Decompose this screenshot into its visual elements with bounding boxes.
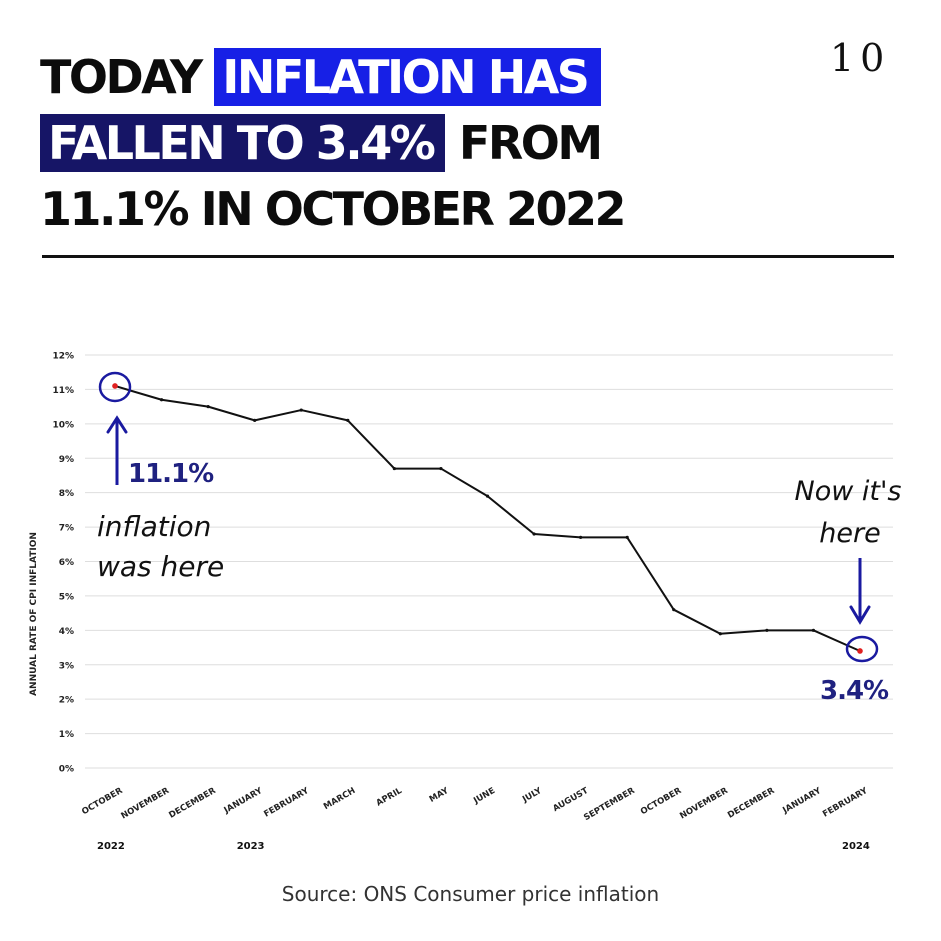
- data-point: [206, 405, 210, 409]
- y-tick-label: 1%: [59, 730, 74, 740]
- logo: 10: [830, 36, 891, 80]
- highlight-circle: [845, 635, 879, 663]
- x-tick-label: JANUARY: [780, 786, 823, 817]
- data-point: [672, 608, 676, 612]
- data-point: [532, 532, 536, 536]
- headline-text: TODAY: [40, 50, 215, 104]
- divider: [42, 255, 894, 258]
- annotation-text: Now it's: [795, 476, 902, 507]
- y-tick-label: 0%: [59, 765, 74, 775]
- headline: TODAY INFLATION HAS FALLEN TO 3.4% FROM …: [40, 44, 627, 242]
- data-point: [625, 535, 629, 540]
- source-note: Source: ONS Consumer price inflation: [281, 882, 660, 906]
- x-tick-label: DECEMBER: [726, 786, 777, 821]
- end-value-label: 3.4%: [820, 676, 889, 706]
- x-tick-label: NOVEMBER: [119, 786, 171, 822]
- x-tick-label: NOVEMBER: [678, 786, 730, 822]
- x-tick-label: MAY: [428, 786, 451, 805]
- headline-line-1: TODAY INFLATION HAS: [40, 44, 624, 110]
- data-point: [857, 648, 863, 654]
- series-line: [114, 385, 861, 652]
- data-point: [346, 418, 350, 422]
- year-label: 2022: [97, 841, 125, 852]
- year-label: 2023: [237, 841, 265, 852]
- x-tick-label: MARCH: [322, 786, 357, 812]
- data-point: [485, 494, 490, 498]
- data-point: [811, 628, 816, 632]
- line-chart: 0% 1% 2% 3% 4% 5% 6% 7% 8% 9% 10% 11% 12% ANNUAL RATE…: [29, 352, 902, 853]
- headline-line-2: FALLEN TO 3.4% FROM: [40, 110, 624, 176]
- y-tick-label: 11%: [52, 386, 74, 396]
- y-tick-label: 10%: [52, 420, 74, 430]
- y-tick-label: 7%: [59, 524, 74, 534]
- start-value-label: 11.1%: [128, 459, 214, 489]
- y-tick-label: 3%: [59, 661, 74, 671]
- y-axis-title: ANNUAL RATE OF CPI INFLATION: [29, 532, 39, 696]
- annotation-text: inflation: [97, 510, 211, 543]
- headline-text: 11.1% IN OCTOBER 2022: [40, 182, 627, 236]
- data-point: [579, 535, 583, 540]
- y-tick-label: 8%: [59, 489, 74, 499]
- x-tick-label: FEBRUARY: [821, 786, 870, 820]
- x-tick-label: DECEMBER: [167, 786, 218, 821]
- y-tick-label: 6%: [59, 558, 74, 568]
- data-point: [392, 466, 396, 471]
- y-tick-label: 2%: [59, 696, 74, 706]
- arrow-head-icon: [106, 415, 128, 434]
- data-point: [765, 628, 769, 632]
- arrow-head-icon: [849, 605, 871, 625]
- y-tick-label: 12%: [52, 352, 74, 362]
- headline-line-3: 11.1% IN OCTOBER 2022: [40, 176, 627, 242]
- data-point: [112, 383, 118, 389]
- data-point: [253, 418, 257, 422]
- x-tick-label: JUNE: [471, 786, 497, 807]
- data-point: [159, 398, 164, 402]
- year-label: 2024: [842, 841, 870, 852]
- highlight-circle: [98, 371, 132, 403]
- x-tick-label: AUGUST: [551, 786, 590, 814]
- data-point: [718, 632, 722, 636]
- headline-highlight: INFLATION HAS: [214, 48, 602, 106]
- headline-text: FROM: [445, 116, 603, 170]
- headline-highlight: FALLEN TO 3.4%: [40, 114, 446, 172]
- x-tick-label: FEBRUARY: [262, 786, 311, 820]
- y-tick-label: 4%: [59, 627, 74, 637]
- x-tick-label: JANUARY: [222, 786, 265, 817]
- data-point: [299, 408, 303, 412]
- y-tick-label: 9%: [59, 455, 74, 465]
- x-tick-label: SEPTEMBER: [582, 786, 637, 823]
- x-tick-label: JULY: [520, 786, 544, 806]
- annotation-text: here: [819, 518, 880, 549]
- annotation-text: was here: [97, 550, 224, 583]
- data-point: [439, 466, 443, 471]
- x-tick-label: APRIL: [375, 786, 405, 809]
- y-tick-label: 5%: [59, 592, 74, 602]
